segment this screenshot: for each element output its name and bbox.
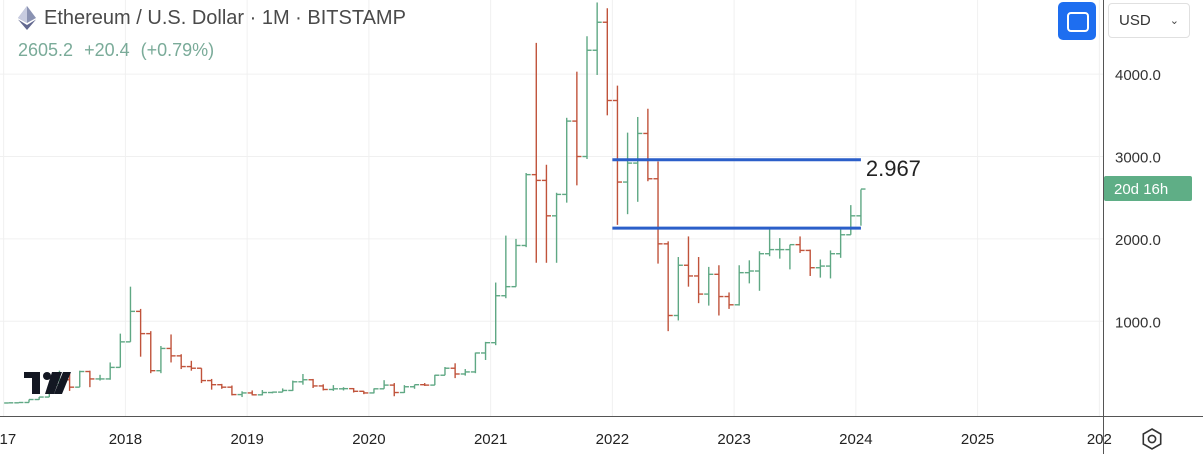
y-tick-label: 3000.0 xyxy=(1115,150,1161,167)
tradingview-logo[interactable] xyxy=(24,370,72,396)
fullscreen-icon xyxy=(1067,12,1089,32)
currency-value: USD xyxy=(1119,12,1151,29)
price-quote: 2605.2 +20.4 (+0.79%) xyxy=(18,40,406,61)
x-tick-label: 2019 xyxy=(230,431,263,448)
price-change-percent: (+0.79%) xyxy=(140,40,215,60)
ethereum-icon xyxy=(18,6,36,30)
x-tick-label: 2023 xyxy=(717,431,750,448)
gear-icon[interactable] xyxy=(1140,427,1164,451)
x-tick-label: 017 xyxy=(0,431,16,448)
annotation-label: 2.967 xyxy=(866,156,921,181)
last-price: 2605.2 xyxy=(18,40,74,60)
currency-select[interactable]: USD ⌄ xyxy=(1108,3,1190,38)
x-tick-label: 2024 xyxy=(839,431,872,448)
chevron-down-icon: ⌄ xyxy=(1169,15,1179,27)
price-change: +20.4 xyxy=(84,40,130,60)
countdown-badge-label: 20d 16h xyxy=(1114,181,1168,198)
countdown-badge xyxy=(1104,176,1192,202)
fullscreen-button[interactable] xyxy=(1058,2,1096,40)
x-tick-label: 202 xyxy=(1087,431,1112,448)
y-tick-label: 1000.0 xyxy=(1115,314,1161,331)
x-tick-label: 2018 xyxy=(109,431,142,448)
symbol-title: Ethereum / U.S. Dollar · 1M · BITSTAMP xyxy=(44,6,406,29)
chart-header: Ethereum / U.S. Dollar · 1M · BITSTAMP 2… xyxy=(18,6,406,61)
x-tick-label: 2021 xyxy=(474,431,507,448)
y-tick-label: 4000.0 xyxy=(1115,67,1161,84)
x-tick-label: 2025 xyxy=(961,431,994,448)
x-tick-label: 2022 xyxy=(596,431,629,448)
x-tick-label: 2020 xyxy=(352,431,385,448)
y-tick-label: 2000.0 xyxy=(1115,232,1161,249)
